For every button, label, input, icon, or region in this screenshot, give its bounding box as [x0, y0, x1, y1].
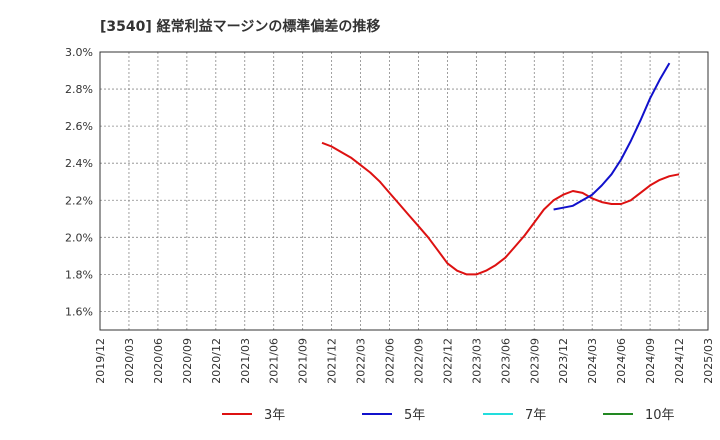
y-tick-label: 1.6% — [65, 305, 93, 318]
x-tick-label: 2022/06 — [384, 338, 397, 384]
x-tick-label: 2019/12 — [94, 338, 107, 384]
series-lines — [321, 62, 680, 276]
grid-lines — [100, 51, 708, 330]
x-tick-label: 2020/12 — [210, 338, 223, 384]
series-line — [553, 62, 671, 211]
legend-label: 7年 — [525, 408, 546, 423]
y-tick-label: 2.8% — [65, 83, 93, 96]
x-tick-label: 2022/03 — [355, 338, 368, 384]
chart-title: [3540] 経常利益マージンの標準偏差の推移 — [100, 18, 380, 35]
x-tick-label: 2020/03 — [123, 338, 136, 384]
y-tick-label: 2.2% — [65, 194, 93, 207]
x-tick-label: 2021/06 — [268, 338, 281, 384]
y-tick-label: 1.8% — [65, 268, 93, 281]
x-tick-label: 2022/09 — [412, 338, 425, 384]
y-tick-label: 2.4% — [65, 157, 93, 170]
x-axis: 2019/12 2020/03 2020/06 2020/09 2020/12 2021/… — [94, 338, 715, 384]
legend-label: 3年 — [264, 408, 285, 423]
x-tick-label: 2022/12 — [441, 338, 454, 384]
x-tick-label: 2023/06 — [499, 338, 512, 384]
plot-area — [99, 51, 709, 331]
legend-label: 10年 — [645, 408, 675, 423]
x-tick-label: 2023/12 — [557, 338, 570, 384]
x-tick-label: 2021/12 — [326, 338, 339, 384]
x-tick-label: 2024/06 — [615, 338, 628, 384]
x-tick-label: 2021/03 — [239, 338, 252, 384]
x-tick-label: 2020/09 — [181, 338, 194, 384]
y-tick-label: 2.0% — [65, 231, 93, 244]
y-tick-label: 2.6% — [65, 120, 93, 133]
y-axis: 1.6% 1.8% 2.0% 2.2% 2.4% 2.6% 2.8% 3.0% — [65, 46, 93, 318]
x-tick-label: 2020/06 — [152, 338, 165, 384]
x-tick-label: 2023/09 — [528, 338, 541, 384]
series-line — [321, 141, 680, 276]
legend: 3年 5年 7年 10年 — [222, 408, 675, 423]
legend-label: 5年 — [404, 408, 425, 423]
x-tick-label: 2024/03 — [586, 338, 599, 384]
x-tick-label: 2021/09 — [297, 338, 310, 384]
x-tick-label: 2025/03 — [702, 338, 715, 384]
x-tick-label: 2024/12 — [673, 338, 686, 384]
y-tick-label: 3.0% — [65, 46, 93, 59]
x-tick-label: 2024/09 — [644, 338, 657, 384]
x-tick-label: 2023/03 — [470, 338, 483, 384]
